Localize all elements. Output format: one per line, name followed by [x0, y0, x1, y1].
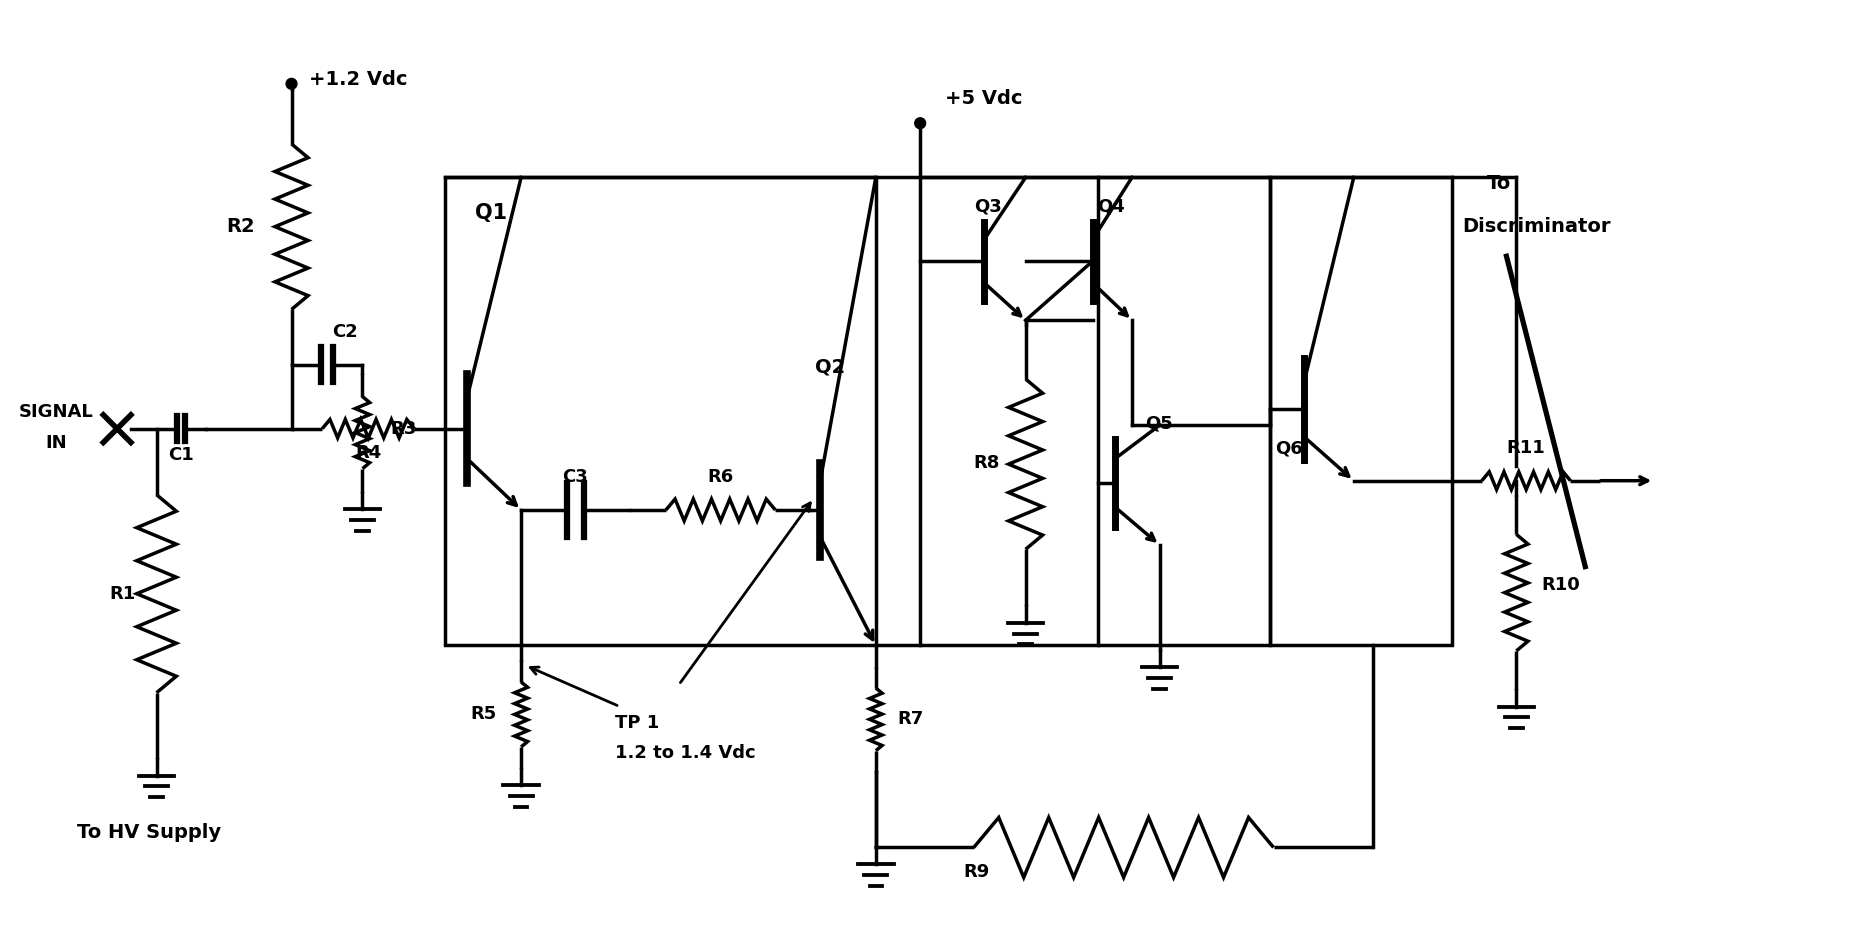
Text: R2: R2 [225, 217, 255, 236]
Text: R9: R9 [963, 863, 989, 881]
Text: +1.2 Vdc: +1.2 Vdc [309, 70, 408, 89]
Text: 1.2 to 1.4 Vdc: 1.2 to 1.4 Vdc [615, 744, 755, 762]
Text: SIGNAL: SIGNAL [19, 403, 93, 421]
Text: R4: R4 [356, 445, 382, 463]
Text: C3: C3 [563, 468, 589, 486]
Text: R8: R8 [972, 454, 999, 472]
Text: TP 1: TP 1 [615, 715, 660, 733]
Text: R7: R7 [898, 710, 924, 728]
Text: To HV Supply: To HV Supply [76, 823, 220, 842]
Text: Q3: Q3 [974, 198, 1002, 216]
Bar [920, 177, 1271, 646]
Text: Q1: Q1 [475, 203, 507, 223]
Text: R5: R5 [471, 705, 497, 723]
Text: C1: C1 [168, 447, 194, 465]
Circle shape [287, 79, 296, 89]
Text: IN: IN [45, 434, 67, 452]
Text: To: To [1487, 174, 1511, 193]
Text: R10: R10 [1541, 576, 1580, 594]
Circle shape [915, 118, 926, 129]
Text: R6: R6 [708, 468, 734, 486]
Bar [445, 177, 876, 646]
Text: R1: R1 [108, 585, 136, 603]
Text: Q6: Q6 [1274, 439, 1302, 457]
Bar [1271, 177, 1453, 646]
Text: Discriminator: Discriminator [1462, 216, 1611, 236]
Text: R3: R3 [389, 420, 415, 438]
Text: Q5: Q5 [1146, 414, 1172, 432]
Text: R11: R11 [1507, 439, 1546, 457]
Text: Q4: Q4 [1097, 198, 1125, 216]
Text: C2: C2 [332, 323, 358, 341]
Text: Q2: Q2 [814, 357, 846, 376]
Text: +5 Vdc: +5 Vdc [945, 88, 1023, 107]
